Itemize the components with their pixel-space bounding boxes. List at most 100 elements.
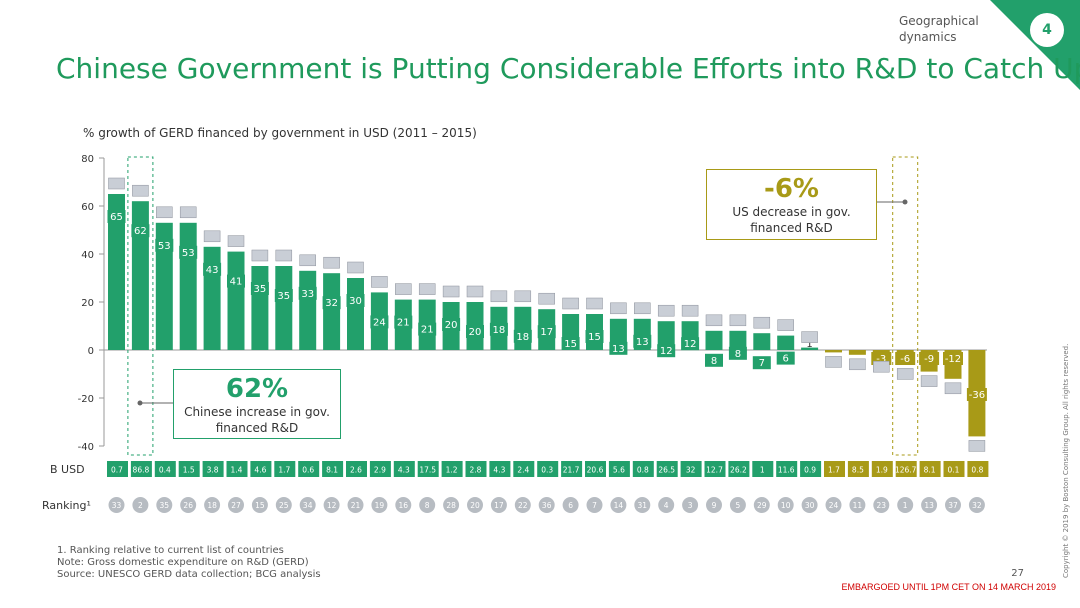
gerd-cell [226, 461, 248, 477]
gerd-value: 0.3 [541, 466, 553, 475]
gerd-cell [274, 461, 296, 477]
ranking-value: 19 [375, 501, 385, 510]
bar [705, 330, 723, 350]
y-tick-label: -20 [78, 394, 94, 405]
ranking-badge [323, 497, 340, 513]
embargo-notice: EMBARGOED UNTIL 1PM CET ON 14 MARCH 2019 [841, 582, 1056, 592]
gerd-value: 1.2 [446, 466, 458, 475]
value-label-box [227, 274, 245, 288]
gerd-value: 12.7 [706, 466, 723, 475]
chart-title: % growth of GERD financed by government … [83, 126, 477, 140]
value-label-box [107, 210, 126, 223]
bar [299, 270, 317, 350]
ranking-badge [299, 497, 316, 513]
gerd-cell [919, 461, 941, 477]
bar [514, 306, 532, 350]
y-tick-label: 60 [81, 202, 94, 213]
country-flag [753, 316, 771, 329]
gerd-value: 1.7 [828, 466, 840, 475]
ranking-value: 27 [231, 501, 241, 510]
ranking-value: 2 [138, 501, 143, 510]
gerd-cell [728, 461, 750, 477]
gerd-cell [537, 461, 559, 477]
bar [131, 201, 149, 350]
value-label: 65 [110, 212, 123, 223]
value-label: -6 [900, 354, 910, 365]
gerd-value: 20.6 [587, 466, 604, 475]
value-label: 6 [783, 354, 789, 365]
gerd-value: 8.1 [924, 466, 936, 475]
value-label-box [250, 282, 269, 295]
ranking-value: 7 [592, 501, 597, 510]
bar [777, 335, 795, 350]
ranking-badge [275, 497, 292, 513]
ranking-value: 16 [399, 501, 409, 510]
bar [323, 273, 341, 350]
page-badge: 4 [1030, 13, 1064, 47]
value-label-box [370, 315, 389, 329]
gerd-cell [776, 461, 798, 477]
value-label: 32 [325, 298, 338, 309]
value-label-box [776, 351, 795, 365]
gerd-value: 26.5 [658, 466, 675, 475]
value-label-box [203, 262, 222, 276]
gerd-value: 1.7 [278, 466, 290, 475]
ranking-badge [825, 497, 842, 513]
country-flag [968, 440, 986, 452]
value-label: 8 [711, 356, 717, 367]
country-flag [418, 283, 436, 295]
country-flag [108, 177, 125, 190]
value-label: 8 [735, 349, 741, 360]
ranking-value: 24 [829, 501, 839, 510]
value-label: 21 [421, 325, 434, 336]
value-label-box [966, 388, 987, 401]
country-flag [442, 285, 460, 298]
ranking-badge [873, 497, 890, 513]
gerd-cell [967, 461, 989, 477]
value-label: 21 [397, 318, 410, 329]
ranking-value: 37 [948, 501, 958, 510]
country-flag [323, 256, 340, 269]
ranking-value: 28 [446, 501, 456, 510]
ranking-badge [490, 497, 507, 513]
highlight-box [892, 156, 919, 456]
value-label-box [537, 325, 556, 339]
value-label-box [179, 245, 198, 259]
footnotes: 1. Ranking relative to current list of c… [57, 545, 321, 581]
gerd-cell [680, 461, 702, 477]
value-label: 43 [206, 265, 219, 276]
ranking-value: 26 [183, 501, 193, 510]
country-flag [514, 290, 532, 303]
gerd-value: 0.8 [637, 466, 649, 475]
gerd-cell [752, 461, 774, 477]
ranking-badge [753, 497, 770, 513]
gerd-cell [250, 461, 272, 477]
us-callout-text: US decrease in gov. financed R&D [732, 205, 851, 235]
gerd-value: 0.8 [971, 466, 983, 475]
value-label-box [442, 318, 461, 331]
gerd-value: 17.5 [419, 466, 436, 475]
ranking-value: 35 [160, 501, 170, 510]
gerd-cell [417, 461, 439, 477]
country-flag [681, 304, 699, 317]
country-flag [227, 235, 245, 247]
ranking-badge [228, 497, 244, 513]
gerd-value: 21.7 [563, 466, 580, 475]
highlight-box [127, 156, 154, 456]
y-tick-label: -40 [78, 442, 94, 453]
bar [251, 266, 269, 350]
country-flag [849, 358, 866, 371]
value-label: 18 [516, 332, 529, 343]
country-flag [944, 382, 962, 395]
footnote-note: Note: Gross domestic expenditure on R&D … [57, 557, 309, 568]
ranking-value: 30 [805, 501, 815, 510]
country-flag [203, 230, 221, 243]
value-label: -9 [924, 354, 934, 365]
value-label: 53 [158, 241, 171, 252]
us-callout: -6% US decrease in gov. financed R&D [706, 169, 877, 240]
country-flag [466, 285, 484, 298]
value-label-box [609, 341, 628, 355]
ranking-badge [706, 497, 722, 513]
gerd-cell [585, 461, 606, 477]
